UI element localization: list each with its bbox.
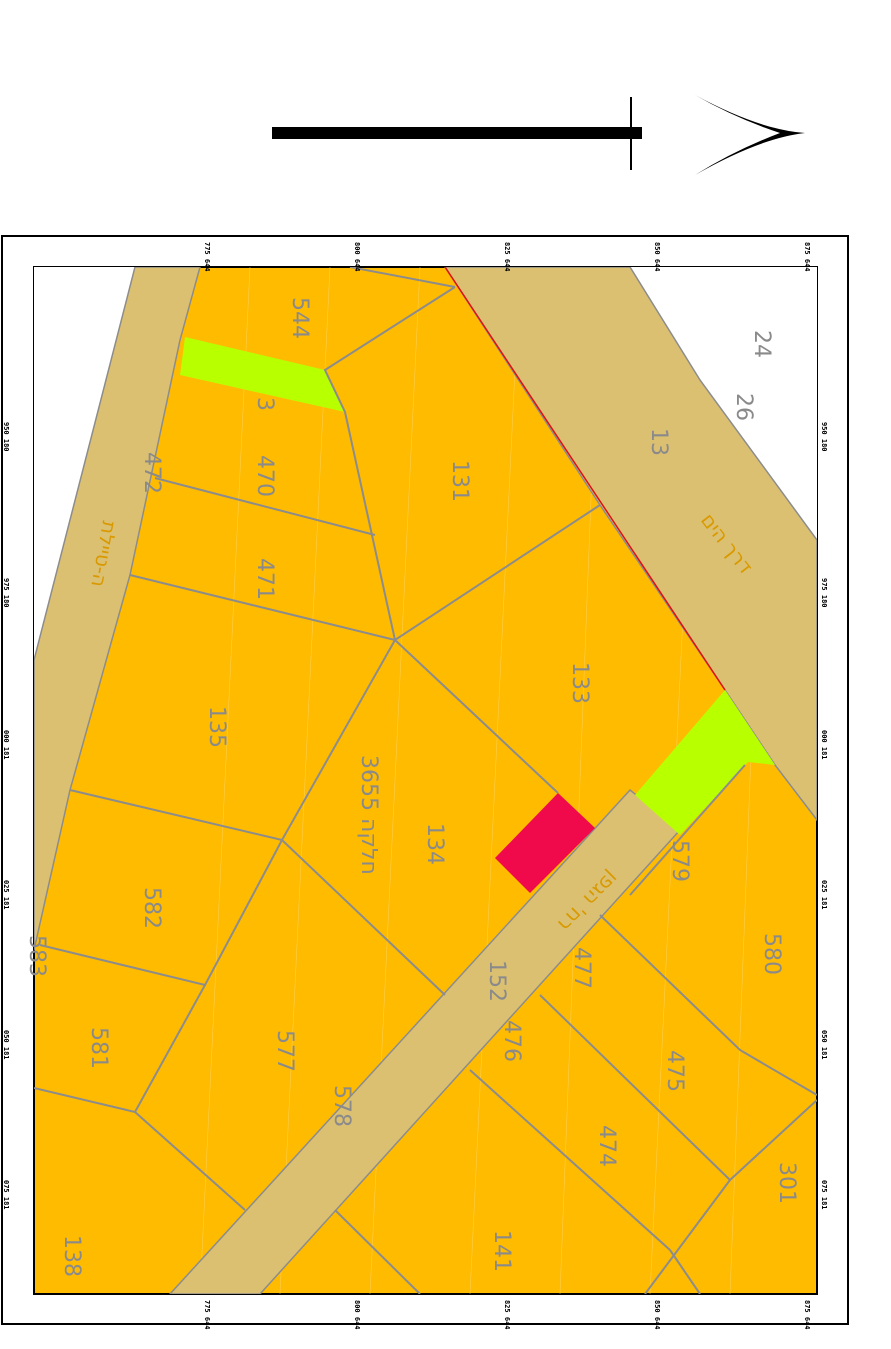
- parcel-label-582: 582: [139, 887, 164, 929]
- parcel-label-152: 152: [484, 960, 509, 1002]
- coord-left-0: 950 180: [2, 422, 10, 452]
- coord-top-2: 825 644: [503, 242, 511, 272]
- parcel-boundaries: [34, 267, 817, 1294]
- coord-left-1: 975 180: [2, 578, 10, 608]
- parcel-label-578: 578: [329, 1085, 354, 1127]
- parcel-label-475: 475: [662, 1050, 687, 1092]
- coord-bottom-3: 850 644: [653, 1300, 661, 1330]
- green-space-579: [635, 690, 775, 835]
- coord-left-4: 050 181: [2, 1030, 10, 1060]
- parcel-label-3655: 3655 חלקה: [356, 755, 381, 875]
- map-body: [34, 267, 817, 1294]
- parcel-label-581: 581: [86, 1027, 111, 1069]
- parcel-label-301: 301: [774, 1162, 799, 1204]
- parcel-label-470: 470: [252, 455, 277, 497]
- highlighted-parcel: [495, 793, 595, 893]
- coord-top-4: 875 644: [803, 242, 811, 272]
- coord-top-1: 800 644: [353, 242, 361, 272]
- parcel-label-583: 583: [24, 935, 49, 977]
- north-arrow-icon: [272, 95, 805, 175]
- parcel-label-544: 544: [287, 297, 312, 339]
- parcel-label-133: 133: [567, 662, 592, 704]
- coord-bottom-2: 825 644: [503, 1300, 511, 1330]
- parcel-label-474: 474: [594, 1125, 619, 1167]
- parcel-label-580: 580: [759, 933, 784, 975]
- parcel-label-141: 141: [489, 1230, 514, 1272]
- coord-left-3: 025 181: [2, 880, 10, 910]
- green-space-544: [180, 337, 345, 412]
- coord-right-3: 025 181: [820, 880, 828, 910]
- parcel-label-3: 3: [252, 397, 277, 411]
- parcel-label-472: 472: [139, 452, 164, 494]
- parcel-label-138: 138: [59, 1235, 84, 1277]
- parcel-label-577: 577: [272, 1030, 297, 1072]
- coordinate-labels: 775 644 800 644 825 644 850 644 875 644 775 6…: [2, 242, 828, 1330]
- coord-right-5: 075 181: [820, 1180, 828, 1210]
- parcel-label-579: 579: [667, 840, 692, 882]
- parcel-label-26: 26: [731, 393, 756, 421]
- parcel-label-134: 134: [422, 823, 447, 865]
- coord-right-0: 950 180: [820, 422, 828, 452]
- coord-right-1: 975 180: [820, 578, 828, 608]
- parcel-label-135: 135: [204, 706, 229, 748]
- parcel-label-476: 476: [499, 1020, 524, 1062]
- coord-top-3: 850 644: [653, 242, 661, 272]
- parcel-label-477: 477: [569, 947, 594, 989]
- coord-top-0: 775 644: [203, 242, 211, 272]
- derech-hayam-road: [444, 267, 817, 822]
- parcel-label-13a: 13: [646, 428, 671, 456]
- unmapped-area: [630, 267, 817, 540]
- parcel-label-131: 131: [447, 460, 472, 502]
- coord-bottom-1: 800 644: [353, 1300, 361, 1330]
- coord-right-4: 050 181: [820, 1030, 828, 1060]
- parcel-labels: 24 26 13 544 131 3 470 472 471 133 135 3655 חלקה 134…: [24, 297, 799, 1277]
- coord-bottom-0: 775 644: [203, 1300, 211, 1330]
- coord-left-5: 075 181: [2, 1180, 10, 1210]
- parcel-label-24: 24: [749, 330, 774, 358]
- coord-right-2: 000 181: [820, 730, 828, 760]
- coord-left-2: 000 181: [2, 730, 10, 760]
- coord-bottom-4: 875 644: [803, 1300, 811, 1330]
- parcel-label-471: 471: [252, 558, 277, 600]
- hagefen-road: [34, 267, 201, 951]
